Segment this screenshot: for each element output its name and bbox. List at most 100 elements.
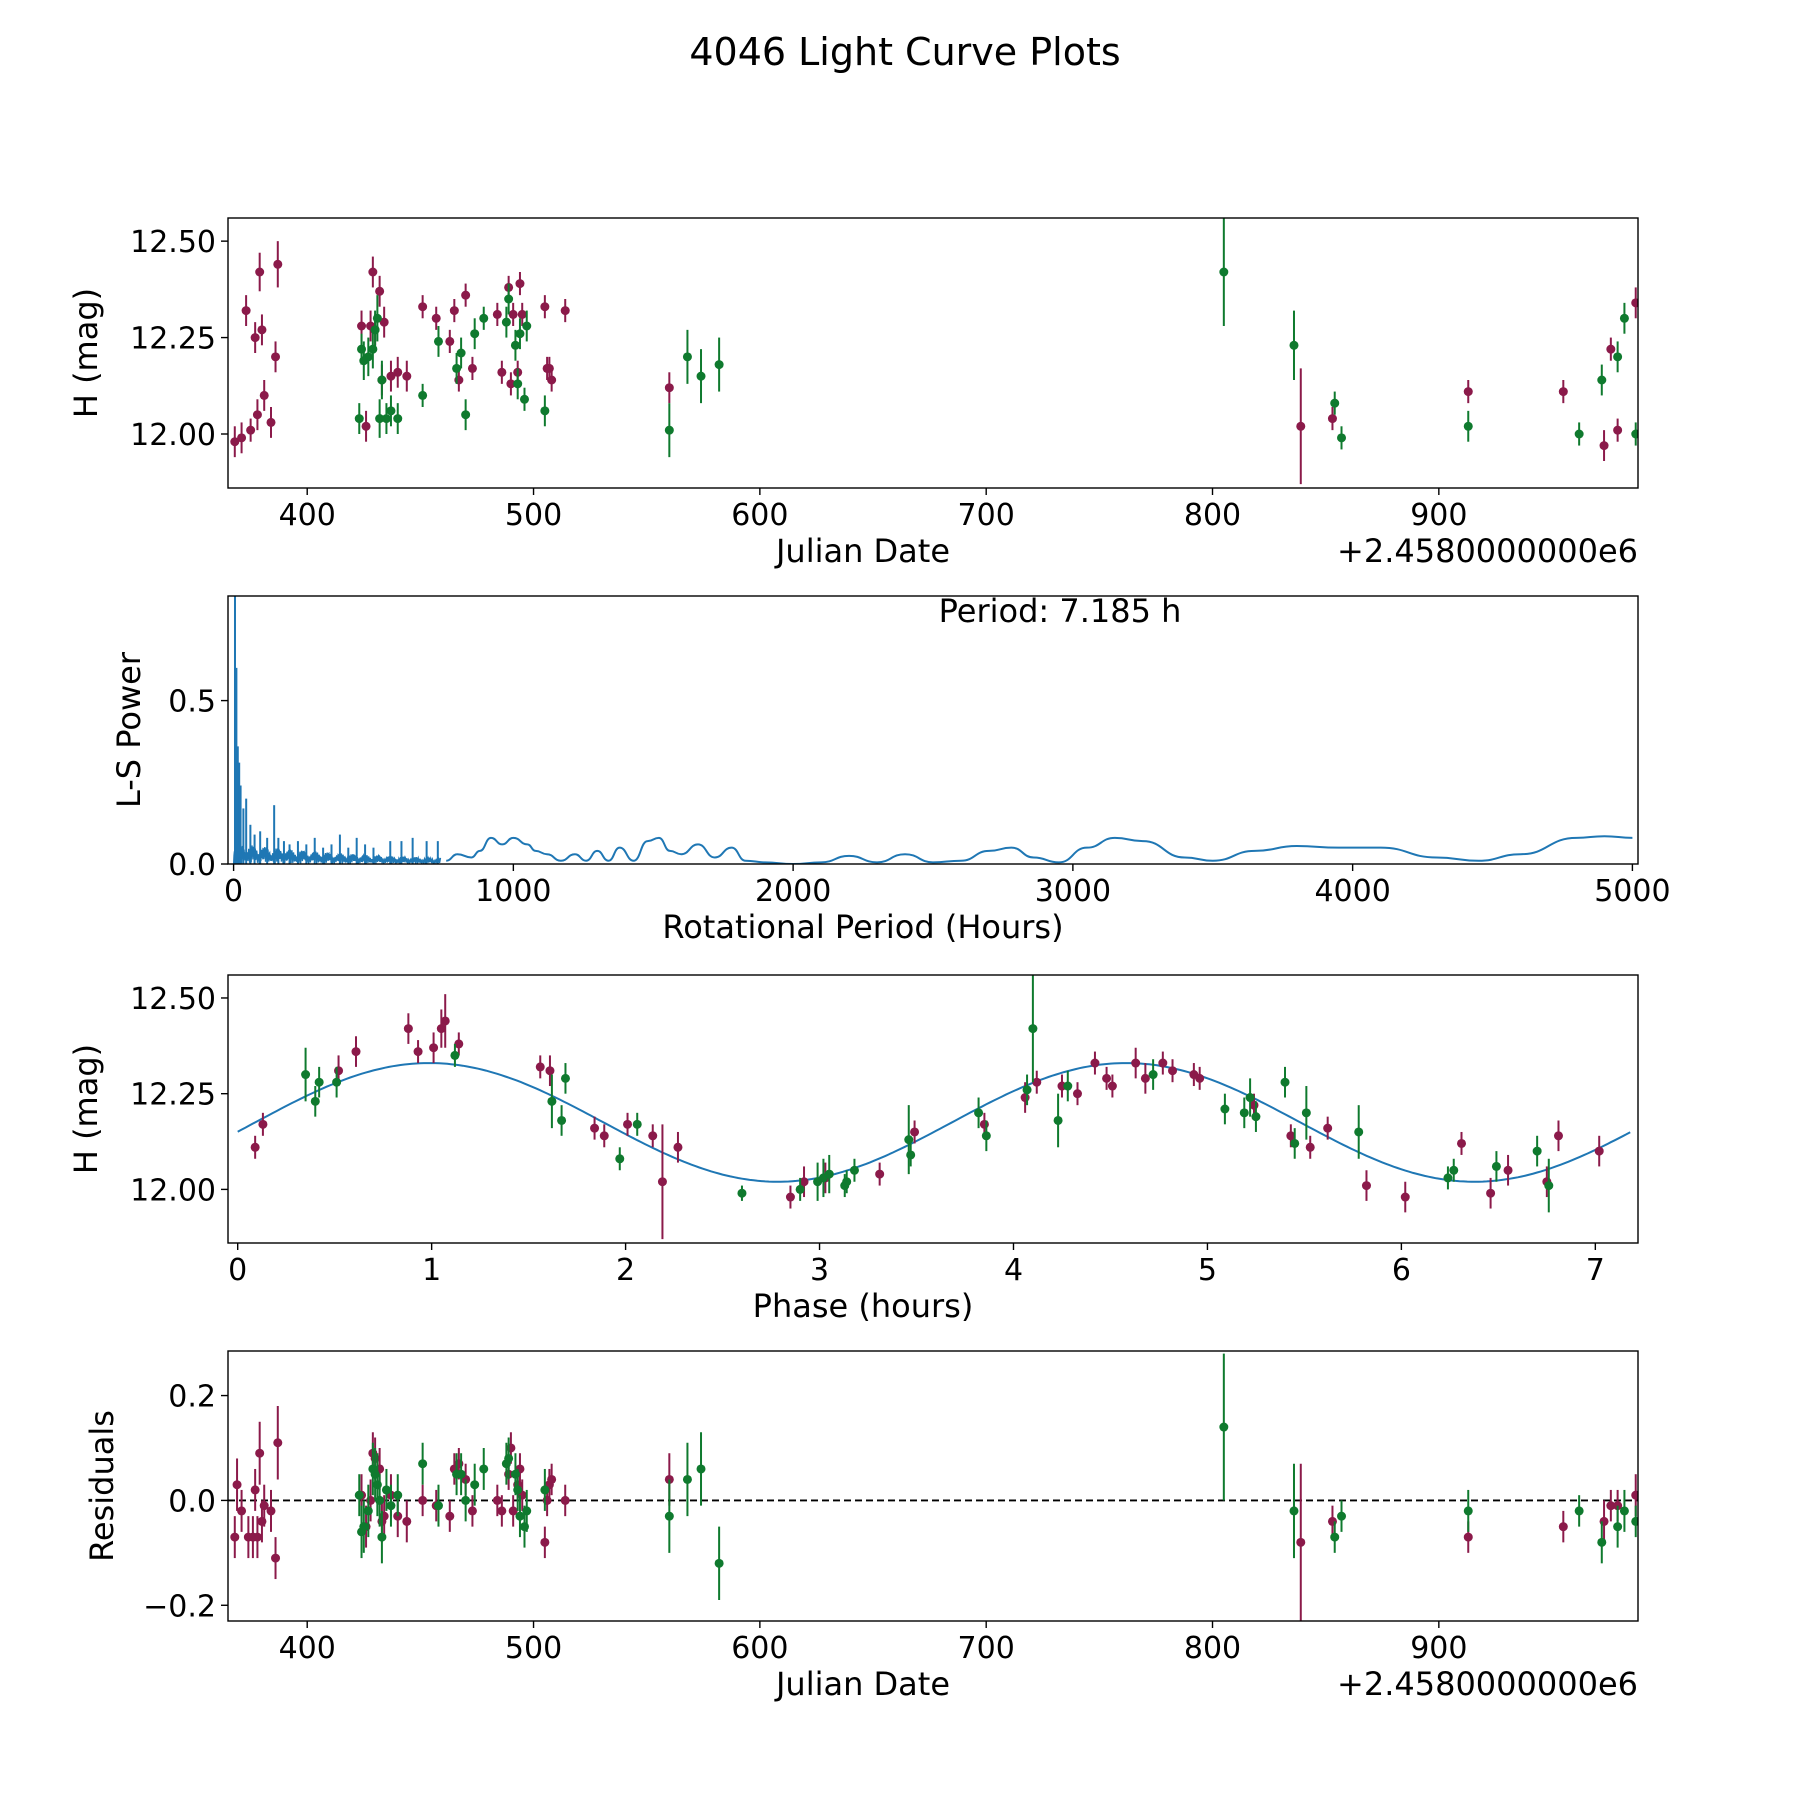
- point-marker: [1486, 1188, 1496, 1198]
- point-marker: [1449, 1165, 1459, 1175]
- point-marker: [664, 1511, 674, 1521]
- data-point: [1631, 287, 1638, 319]
- data-point: [540, 1468, 550, 1511]
- data-point: [1323, 1116, 1333, 1140]
- data-point: [1032, 1070, 1042, 1094]
- point-marker: [979, 1119, 989, 1129]
- x-axis-label: Julian Date: [774, 532, 950, 570]
- axes-frame: [227, 595, 1639, 865]
- point-marker: [449, 306, 459, 316]
- data-point: [535, 1055, 545, 1079]
- data-point: [456, 1453, 466, 1496]
- data-point: [429, 1032, 439, 1064]
- point-marker: [237, 1506, 247, 1516]
- data-point: [673, 1131, 683, 1163]
- data-point: [497, 1495, 507, 1527]
- point-marker: [310, 1096, 320, 1106]
- point-marker: [386, 371, 396, 381]
- data-point: [232, 1458, 242, 1511]
- point-marker: [540, 1485, 550, 1495]
- data-point: [714, 1526, 724, 1601]
- data-point: [1330, 1521, 1340, 1553]
- point-marker: [501, 317, 511, 327]
- data-point: [440, 994, 450, 1048]
- data-point: [418, 383, 428, 407]
- data-point: [332, 1066, 342, 1098]
- point-marker: [506, 379, 516, 389]
- data-point: [1028, 975, 1038, 1083]
- point-marker: [682, 1474, 692, 1484]
- power-curve: [446, 835, 1633, 864]
- axes-frame: [227, 974, 1639, 1244]
- period-annotation: Period: 7.185 h: [939, 592, 1182, 630]
- data-point: [1544, 1158, 1554, 1213]
- data-point: [1457, 1131, 1467, 1155]
- data-point: [479, 1447, 489, 1490]
- data-point: [515, 272, 525, 296]
- point-marker: [1289, 1506, 1299, 1516]
- x-tick-label: 2: [616, 1253, 635, 1288]
- data-point: [467, 1495, 477, 1527]
- point-marker: [1022, 1085, 1032, 1095]
- x-tick-label: 400: [279, 498, 336, 533]
- data-point: [255, 252, 265, 292]
- point-marker: [431, 313, 441, 323]
- point-marker: [381, 414, 391, 424]
- point-marker: [696, 371, 706, 381]
- point-marker: [522, 321, 532, 331]
- x-tick-label: 5: [1198, 1253, 1217, 1288]
- point-marker: [252, 1532, 262, 1542]
- data-point: [623, 1112, 633, 1136]
- data-point: [506, 372, 516, 396]
- data-point: [454, 1032, 464, 1056]
- data-point: [1107, 1074, 1117, 1098]
- point-marker: [1323, 1123, 1333, 1133]
- point-marker: [314, 1077, 324, 1087]
- data-point: [1606, 337, 1616, 361]
- point-marker: [1131, 1058, 1141, 1068]
- data-point: [372, 295, 382, 342]
- data-point: [1053, 1093, 1063, 1148]
- point-marker: [1463, 1506, 1473, 1516]
- data-point: [230, 1516, 240, 1559]
- point-marker: [479, 313, 489, 323]
- point-marker: [1195, 1073, 1205, 1083]
- x-tick-label: 3000: [1035, 874, 1111, 909]
- point-marker: [682, 352, 692, 362]
- data-point: [1289, 1463, 1299, 1559]
- point-marker: [429, 1043, 439, 1053]
- data-point: [241, 295, 251, 326]
- point-marker: [1072, 1089, 1082, 1099]
- x-tick-label: 500: [505, 498, 562, 533]
- point-marker: [433, 336, 443, 346]
- point-marker: [981, 1131, 991, 1141]
- data-point: [230, 426, 240, 458]
- data-point: [393, 356, 403, 388]
- data-point: [363, 1484, 373, 1538]
- point-marker: [824, 1169, 834, 1179]
- x-tick-label: 0: [224, 874, 243, 909]
- point-marker: [664, 383, 674, 393]
- data-point: [1022, 1074, 1032, 1106]
- point-marker: [504, 294, 514, 304]
- point-marker: [1594, 1146, 1604, 1156]
- point-marker: [1290, 1138, 1300, 1148]
- y-tick-label: 12.00: [130, 1173, 216, 1208]
- plot-area: [232, 596, 1633, 864]
- data-point: [1491, 1151, 1501, 1182]
- data-point: [1574, 1495, 1584, 1527]
- data-point: [540, 1526, 550, 1559]
- point-marker: [1631, 429, 1638, 439]
- point-marker: [273, 1438, 283, 1448]
- point-marker: [1020, 1093, 1030, 1103]
- data-point: [1594, 1135, 1604, 1167]
- x-tick-label: 4: [1004, 1253, 1023, 1288]
- point-marker: [1457, 1138, 1467, 1148]
- point-marker: [547, 1096, 557, 1106]
- point-marker: [904, 1135, 914, 1145]
- point-marker: [1532, 1146, 1542, 1156]
- data-point: [461, 399, 471, 431]
- point-marker: [492, 1495, 502, 1505]
- data-point: [470, 318, 480, 350]
- data-point: [250, 322, 260, 353]
